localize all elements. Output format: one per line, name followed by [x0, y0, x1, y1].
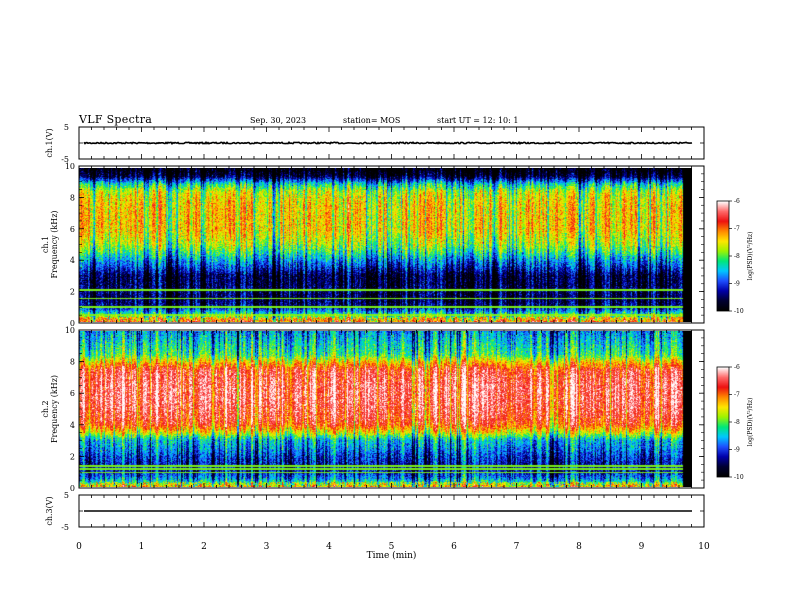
- colorbar-1: [717, 201, 729, 311]
- colorbar-tick-label: -6: [734, 198, 740, 205]
- colorbar-tick-label: -8: [734, 253, 740, 260]
- x-tick-label: 3: [264, 542, 270, 552]
- y-axis-label: Frequency (kHz): [50, 210, 59, 278]
- x-tick-label: 1: [139, 542, 145, 552]
- x-tick-label: 2: [201, 542, 207, 552]
- y-tick-label: 5: [64, 491, 69, 500]
- date-label: Sep. 30, 2023: [250, 116, 307, 125]
- colorbar-tick-label: -6: [734, 364, 740, 371]
- x-tick-label: 7: [514, 542, 520, 552]
- y-tick-label: 2: [70, 288, 75, 297]
- y-tick-label: 10: [65, 162, 75, 171]
- colorbar-label: log(PSD)(V²/Hz): [747, 232, 754, 281]
- y-tick-label: 0: [70, 484, 75, 493]
- x-tick-label: 5: [389, 542, 395, 552]
- y-axis-label: ch.3(V): [45, 496, 54, 525]
- x-tick-label: 8: [576, 542, 582, 552]
- y-tick-label: -5: [61, 523, 69, 532]
- y-tick-label: 5: [64, 123, 69, 132]
- y-axis-label: ch.1: [41, 236, 50, 253]
- colorbar-tick-label: -9: [734, 447, 740, 454]
- start-time-label: start UT = 12: 10: 1: [437, 116, 519, 125]
- y-tick-label: 4: [70, 421, 75, 430]
- colorbar-label: log(PSD)(V²/Hz): [747, 398, 754, 447]
- y-tick-label: 2: [70, 452, 75, 461]
- station-label: station= MOS: [343, 116, 401, 125]
- colorbar-tick-label: -10: [734, 474, 744, 481]
- colorbar-tick-label: -7: [734, 226, 740, 233]
- ch1-spectrogram-image: [79, 168, 692, 322]
- colorbar-tick-label: -10: [734, 308, 744, 315]
- x-tick-label: 10: [698, 542, 710, 552]
- colorbar-tick-label: -8: [734, 419, 740, 426]
- y-tick-label: 10: [65, 326, 75, 335]
- colorbar-tick-label: -7: [734, 392, 740, 399]
- y-axis-label: ch.1(V): [45, 128, 54, 157]
- y-tick-label: -5: [61, 155, 69, 164]
- x-tick-label: 0: [76, 542, 82, 552]
- y-tick-label: 6: [70, 225, 75, 234]
- x-tick-label: 4: [326, 542, 332, 552]
- y-tick-label: 0: [70, 319, 75, 328]
- colorbar-2: [717, 367, 729, 477]
- colorbar-frame: [716, 200, 730, 312]
- x-axis-label: Time (min): [367, 550, 417, 561]
- x-tick-label: 6: [451, 542, 457, 552]
- y-tick-label: 6: [70, 389, 75, 398]
- colorbar-frame: [716, 366, 730, 478]
- ch2-spectrogram-image: [79, 331, 692, 487]
- x-tick-label: 9: [639, 542, 645, 552]
- ch1-waveform-line: [83, 140, 693, 145]
- y-axis-label: Frequency (kHz): [50, 375, 59, 443]
- y-tick-label: 8: [70, 358, 75, 367]
- y-axis-label: ch.2: [41, 400, 50, 417]
- colorbar-tick-label: -9: [734, 281, 740, 288]
- chart-title: VLF Spectra: [79, 113, 153, 126]
- y-tick-label: 4: [70, 256, 75, 265]
- y-tick-label: 8: [70, 193, 75, 202]
